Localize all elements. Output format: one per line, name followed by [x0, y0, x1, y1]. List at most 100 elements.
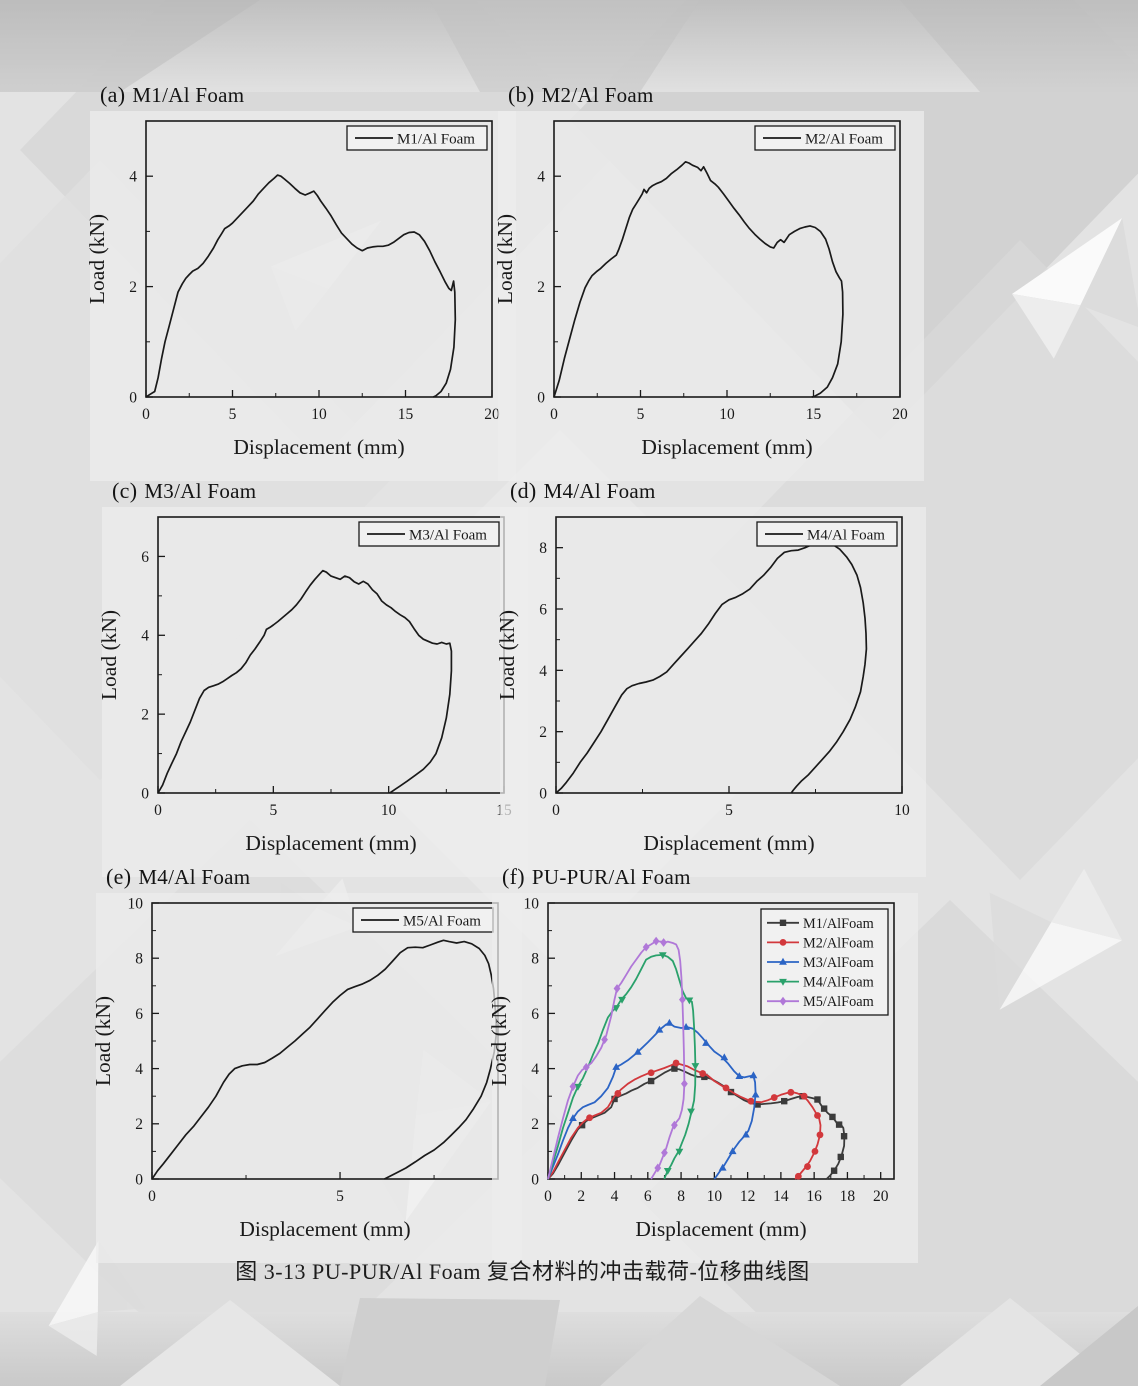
legend: M3/Al Foam: [358, 521, 500, 547]
series-3-marker: [702, 1039, 710, 1046]
legend-label: M3/AlFoam: [803, 955, 874, 971]
x-tick-label: 8: [677, 1188, 685, 1205]
y-tick-label: 6: [539, 601, 547, 618]
panel-f: (f) PU-PUR/Al Foam 0 2 4 6 8 10 12 14 16 18 20 0 2 4 6 8…: [490, 864, 920, 1265]
legend-label: M3/Al Foam: [409, 527, 487, 543]
series-4-marker: [685, 997, 694, 1005]
y-tick-label: 8: [539, 540, 547, 557]
y-tick-label: 10: [128, 895, 144, 912]
series-5-marker: [681, 1079, 688, 1089]
legend: M4/Al Foam: [756, 521, 898, 547]
series-5-marker: [660, 938, 668, 947]
x-tick-label: 10: [707, 1188, 723, 1205]
x-tick-label: 20: [873, 1188, 889, 1205]
panel-a-title-text: M1/Al Foam: [132, 83, 245, 107]
series-3-marker: [728, 1147, 737, 1155]
series-3-marker: [612, 1063, 621, 1070]
legend-label: M4/Al Foam: [807, 527, 885, 543]
series-1-marker: [830, 1167, 838, 1174]
series-5-marker: [652, 936, 660, 946]
series-1-marker: [671, 1065, 678, 1072]
series-3-marker: [655, 1025, 664, 1033]
x-tick-label: 20: [892, 406, 908, 423]
series-2-marker: [804, 1163, 811, 1170]
panel-e: (e) M4/Al Foam 0 5 0 2 4 6 8 10 Displacement (mm)…: [94, 864, 524, 1265]
x-tick-label: 10: [894, 802, 910, 819]
panel-a-title: (a) M1/Al Foam: [88, 82, 518, 108]
y-tick-label: 4: [141, 628, 149, 645]
plot-frame: [151, 902, 499, 1180]
panel-f-title-text: PU-PUR/Al Foam: [531, 865, 691, 889]
tick-labels: 0 5 10 15 20 0 2 4: [537, 169, 908, 423]
panel-d: (d) M4/Al Foam 0 5 10 0 2 4 6 8 Displacement (mm)…: [498, 478, 928, 879]
legend-marker: [779, 957, 787, 965]
series-4-marker: [675, 1148, 684, 1156]
x-axis-label: Displacement (mm): [643, 831, 814, 855]
x-axis-label: Displacement (mm): [239, 1217, 410, 1241]
x-tick-label: 0: [148, 1188, 156, 1205]
y-tick-label: 10: [524, 895, 540, 912]
series-3-marker: [749, 1071, 758, 1079]
panel-e-label: (e): [106, 864, 132, 889]
x-tick-label: 20: [484, 406, 500, 423]
y-tick-label: 0: [531, 1171, 539, 1188]
panel-d-label: (d): [510, 478, 537, 503]
panel-a: (a) M1/Al Foam 0 5 10 15 20 0 2 4 Displacement (m…: [88, 82, 518, 483]
y-tick-label: 0: [141, 785, 149, 802]
legend: M1/AlFoam M2/AlFoam M3/AlFoam M4/AlFoam M5/A…: [760, 908, 889, 1016]
series-2-marker: [614, 1090, 622, 1097]
x-tick-label: 5: [229, 406, 237, 423]
y-axis-label: Load (kN): [498, 610, 519, 700]
series-1-marker: [840, 1133, 848, 1140]
plot-frame: [555, 516, 903, 794]
series-4-marker: [691, 1063, 700, 1071]
panel-b: (b) M2/Al Foam 0 5 10 15 20 0 2 4 Displacement (m…: [496, 82, 926, 483]
series-1-marker: [835, 1121, 843, 1128]
x-tick-label: 14: [773, 1188, 789, 1205]
y-tick-label: 2: [537, 279, 545, 296]
y-tick-label: 2: [135, 1116, 143, 1133]
x-tick-label: 2: [577, 1188, 585, 1205]
y-tick-label: 2: [539, 724, 547, 741]
x-tick-label: 10: [311, 406, 327, 423]
panel-b-title: (b) M2/Al Foam: [496, 82, 926, 108]
series-5-marker: [582, 1062, 590, 1072]
series-line-1: [553, 160, 844, 398]
series-3-marker: [742, 1130, 750, 1138]
plot-frame: [553, 120, 901, 398]
panel-c-title-text: M3/Al Foam: [144, 479, 257, 503]
series-3-marker: [569, 1114, 577, 1121]
axis-ticks: [145, 175, 493, 398]
y-tick-label: 2: [129, 279, 137, 296]
x-tick-label: 6: [644, 1188, 652, 1205]
series-2-marker: [794, 1172, 802, 1180]
y-tick-label: 4: [531, 1061, 539, 1078]
y-tick-label: 4: [135, 1061, 143, 1078]
x-tick-label: 16: [806, 1188, 822, 1205]
x-tick-label: 5: [336, 1188, 344, 1205]
series-1-marker: [647, 1077, 655, 1085]
legend-label: M1/Al Foam: [397, 131, 475, 147]
y-axis-label: Load (kN): [496, 214, 517, 304]
legend-label: M4/AlFoam: [803, 975, 874, 991]
x-tick-label: 0: [552, 802, 560, 819]
series-2-marker: [811, 1148, 819, 1155]
y-tick-label: 0: [537, 389, 545, 406]
series-2-marker: [699, 1070, 707, 1077]
series-1-marker: [829, 1113, 836, 1121]
panel-b-label: (b): [508, 82, 535, 107]
series-3-marker: [665, 1018, 674, 1026]
y-tick-label: 8: [531, 951, 539, 968]
series-2-marker: [800, 1092, 808, 1100]
series-3-marker: [718, 1163, 727, 1171]
series-1-marker: [611, 1095, 618, 1103]
chart-f-canvas: 0 2 4 6 8 10 12 14 16 18 20 0 2 4 6 8 10 Displacement (mm…: [490, 893, 918, 1263]
x-axis-label: Displacement (mm): [233, 435, 404, 459]
x-tick-label: 5: [269, 802, 277, 819]
series-1-marker: [754, 1101, 761, 1108]
x-tick-label: 15: [398, 406, 414, 423]
series-5-marker: [613, 984, 621, 993]
legend: M2/Al Foam: [754, 125, 896, 151]
legend-marker: [779, 919, 787, 926]
x-tick-label: 15: [806, 406, 822, 423]
